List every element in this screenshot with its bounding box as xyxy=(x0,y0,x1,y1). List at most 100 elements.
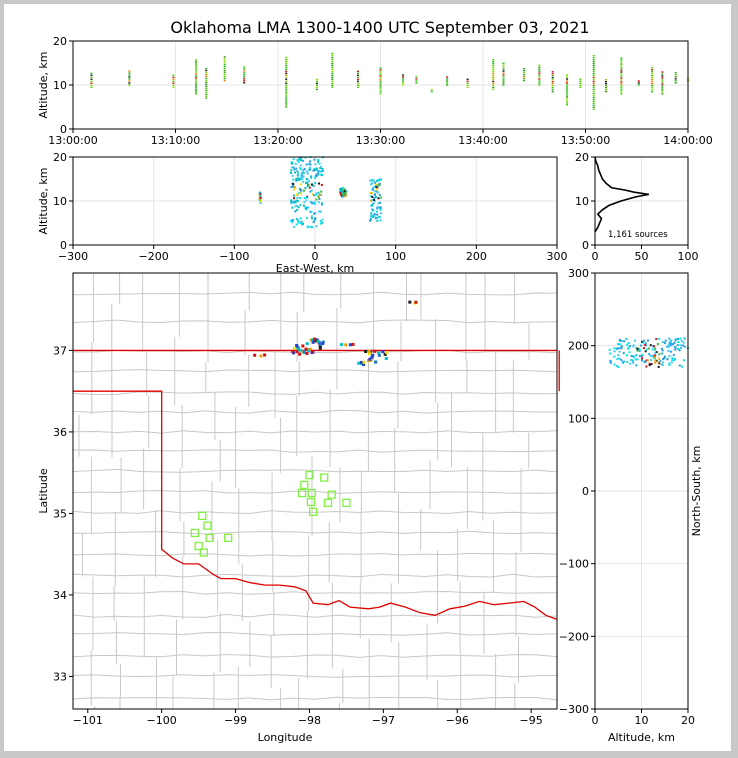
source-mark xyxy=(592,78,595,81)
source-mark xyxy=(292,201,295,204)
source-mark xyxy=(195,63,197,65)
source-mark xyxy=(315,82,318,85)
source-mark xyxy=(299,189,302,192)
source-mark xyxy=(492,80,495,83)
source-mark xyxy=(331,82,334,84)
source-mark xyxy=(223,79,226,82)
source-mark xyxy=(299,176,302,179)
source-mark xyxy=(551,77,554,79)
x-tick-label: 100 xyxy=(678,250,699,263)
source-mark xyxy=(90,82,93,84)
source-mark xyxy=(680,340,683,343)
source-mark xyxy=(621,360,624,363)
station-marker xyxy=(203,521,212,530)
y-tick-label: 0 xyxy=(60,239,67,252)
source-mark xyxy=(356,86,359,88)
source-mark xyxy=(415,82,418,84)
source-mark xyxy=(650,363,653,366)
source-mark xyxy=(223,56,226,58)
source-mark xyxy=(373,213,376,216)
source-mark xyxy=(648,364,651,367)
source-mark xyxy=(379,77,382,79)
source-mark xyxy=(679,344,682,347)
source-mark xyxy=(294,171,297,174)
source-mark xyxy=(374,195,377,198)
x-tick-label: −97 xyxy=(372,714,395,727)
source-mark xyxy=(295,179,298,182)
y-tick-label: 0 xyxy=(582,239,589,252)
source-mark xyxy=(613,347,616,350)
source-mark xyxy=(618,339,621,342)
source-mark xyxy=(661,89,664,91)
y-tick-label: 200 xyxy=(568,340,589,353)
source-mark xyxy=(446,78,449,80)
station-marker xyxy=(190,528,200,538)
source-mark xyxy=(298,348,302,352)
source-mark xyxy=(291,182,294,185)
source-mark xyxy=(647,339,650,342)
source-mark xyxy=(300,178,303,181)
source-mark xyxy=(651,79,654,81)
source-mark xyxy=(285,58,288,61)
source-mark xyxy=(359,360,363,364)
source-mark xyxy=(90,76,93,78)
source-mark xyxy=(312,221,315,224)
source-mark xyxy=(369,350,373,354)
source-mark xyxy=(305,351,309,355)
source-mark xyxy=(620,71,623,73)
source-mark xyxy=(296,194,299,197)
source-mark xyxy=(292,158,295,161)
source-mark xyxy=(320,190,323,193)
source-mark xyxy=(304,207,307,210)
source-mark xyxy=(661,73,664,75)
source-mark xyxy=(290,186,293,189)
source-mark xyxy=(285,104,288,106)
source-mark xyxy=(648,353,651,356)
source-mark xyxy=(370,183,373,186)
source-mark xyxy=(677,337,680,340)
source-mark xyxy=(362,360,366,364)
source-mark xyxy=(309,200,312,203)
source-mark xyxy=(377,202,380,205)
source-mark xyxy=(380,178,383,181)
source-mark xyxy=(502,78,505,80)
source-mark xyxy=(285,62,288,65)
source-mark xyxy=(299,168,302,171)
source-mark xyxy=(285,90,288,92)
source-mark xyxy=(645,365,648,368)
source-mark xyxy=(285,74,288,77)
source-mark xyxy=(377,197,380,200)
source-mark xyxy=(502,70,505,72)
source-mark xyxy=(339,187,342,190)
source-mark xyxy=(649,358,652,361)
source-mark xyxy=(415,76,418,78)
source-mark xyxy=(195,61,197,63)
source-mark xyxy=(378,201,381,204)
source-mark xyxy=(205,97,208,99)
source-mark xyxy=(635,364,638,367)
source-mark xyxy=(296,192,299,195)
source-mark xyxy=(356,84,359,86)
source-mark xyxy=(331,72,334,75)
source-mark xyxy=(377,353,381,357)
source-mark xyxy=(617,354,620,357)
source-mark xyxy=(661,71,664,73)
y-tick-label: 0 xyxy=(582,485,589,498)
source-mark xyxy=(293,188,296,191)
source-mark xyxy=(373,215,376,218)
source-mark xyxy=(372,215,375,218)
y-tick-label: 33 xyxy=(53,670,67,683)
source-mark xyxy=(172,78,175,80)
source-mark xyxy=(566,92,569,94)
source-mark xyxy=(628,345,631,348)
source-mark xyxy=(523,77,525,80)
source-mark xyxy=(665,345,668,348)
source-mark xyxy=(128,82,131,84)
source-mark xyxy=(304,347,308,351)
source-mark xyxy=(654,348,657,351)
source-mark xyxy=(620,339,623,342)
source-mark xyxy=(258,191,261,194)
source-mark xyxy=(312,169,315,172)
x-tick-label: 13:00:00 xyxy=(48,134,97,147)
source-mark xyxy=(379,219,382,222)
